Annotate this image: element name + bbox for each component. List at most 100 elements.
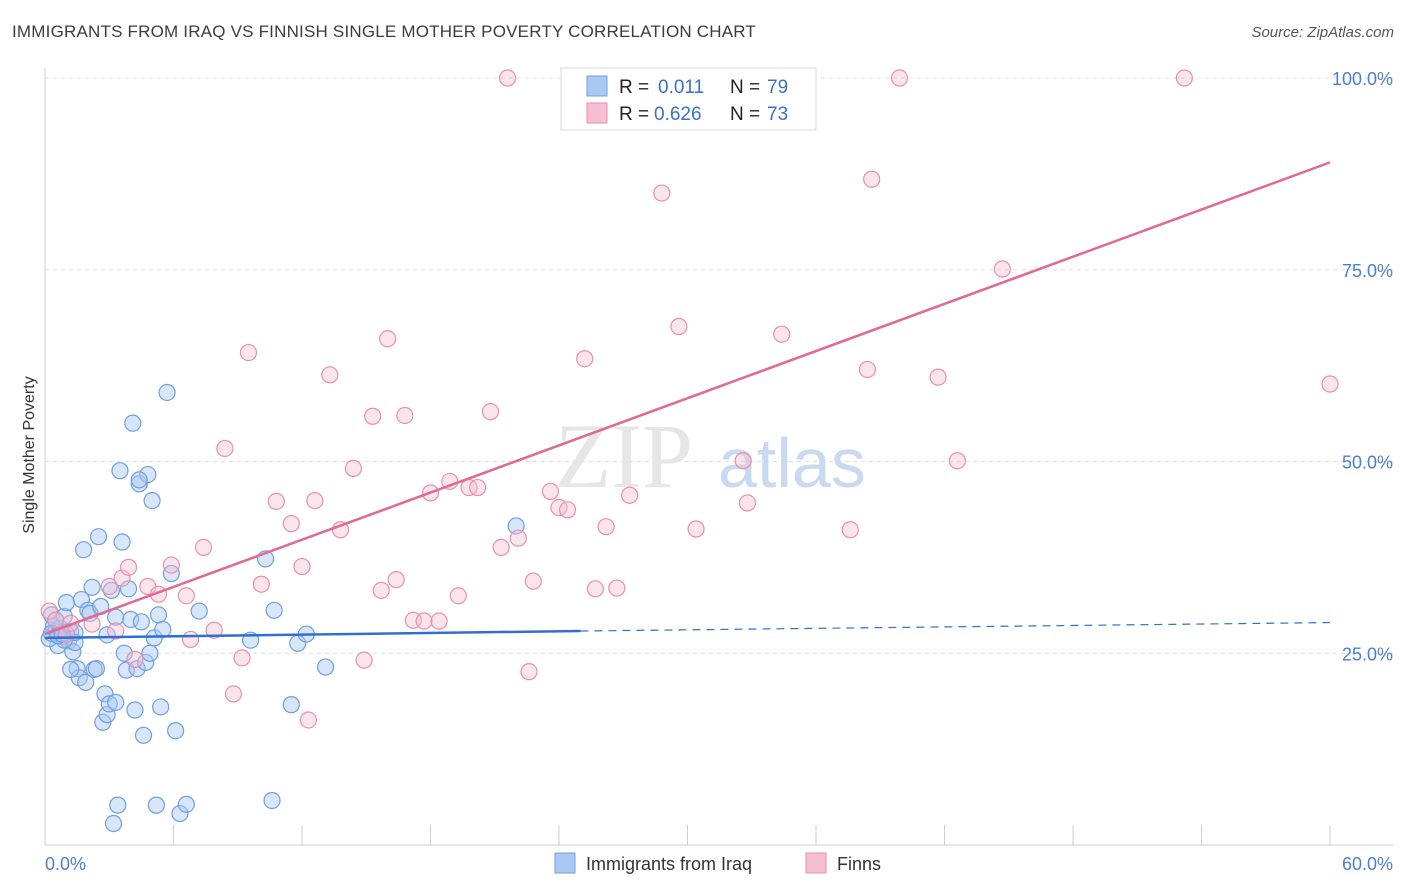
legend-swatch-finns: [586, 102, 608, 124]
data-point-finns: [469, 478, 487, 497]
data-point-finns: [608, 579, 626, 597]
data-point-iraq: [111, 462, 129, 480]
data-point-iraq: [282, 696, 300, 714]
data-point-finns: [205, 621, 223, 639]
data-point-finns: [1321, 375, 1339, 393]
trend-line-iraq: [44, 629, 581, 640]
data-point-iraq: [152, 698, 170, 716]
data-point-iraq: [98, 626, 116, 644]
data-point-iraq: [263, 791, 281, 810]
data-point-finns: [576, 350, 594, 368]
data-point-finns: [524, 572, 542, 590]
data-point-finns: [858, 360, 877, 379]
data-point-iraq: [119, 580, 138, 598]
data-point-finns: [396, 406, 414, 425]
data-point-iraq: [190, 602, 208, 620]
data-point-iraq: [87, 659, 106, 678]
data-point-iraq: [139, 465, 157, 484]
grid-lines: [45, 77, 1393, 654]
legend-n-label-iraq: N =: [730, 77, 760, 98]
bottom-legend-swatch-finns: [805, 852, 827, 874]
data-point-iraq: [74, 541, 93, 559]
data-point-iraq: [147, 796, 165, 814]
data-point-finns: [364, 407, 382, 425]
data-point-iraq: [171, 804, 189, 823]
bottom-legend-label-finns: Finns: [837, 854, 881, 874]
trend-line-iraq-extension: [580, 621, 1331, 632]
data-point-finns: [216, 439, 234, 458]
data-point-finns: [415, 612, 433, 630]
data-point-finns: [948, 452, 966, 470]
data-point-finns: [597, 518, 615, 536]
data-point-finns: [738, 494, 757, 512]
y-axis-label: Single Mother Poverty: [21, 376, 38, 533]
data-point-finns: [100, 577, 118, 596]
data-point-iraq: [143, 492, 161, 510]
data-point-finns: [177, 587, 195, 605]
data-point-finns: [449, 587, 467, 605]
source-label: Source: ZipAtlas.com: [1251, 24, 1394, 41]
x-tick-label: 60.0%: [1342, 854, 1393, 874]
data-point-iraq: [115, 644, 133, 662]
data-point-iraq: [177, 795, 195, 813]
data-point-finns: [541, 482, 560, 501]
data-point-finns: [1175, 69, 1193, 87]
data-point-finns: [558, 501, 577, 519]
data-point-iraq: [72, 590, 91, 609]
data-point-finns: [481, 403, 500, 421]
data-point-finns: [119, 558, 138, 576]
data-point-finns: [687, 520, 705, 538]
data-point-finns: [586, 580, 605, 598]
bottom-legend-label-iraq: Immigrants from Iraq: [586, 854, 752, 874]
data-point-iraq: [77, 673, 95, 691]
data-point-finns: [267, 492, 285, 510]
data-point-finns: [653, 184, 671, 202]
y-tick-labels: 25.0% 50.0% 75.0% 100.0%: [1332, 69, 1393, 664]
data-point-finns: [224, 685, 243, 703]
data-point-finns: [107, 622, 125, 640]
data-point-finns: [182, 630, 200, 649]
data-point-finns: [621, 486, 639, 504]
y-tick-label: 75.0%: [1342, 261, 1393, 281]
data-point-finns: [520, 663, 538, 681]
data-point-iraq: [122, 610, 140, 629]
legend-r-value-finns: 0.626: [654, 104, 702, 125]
x-tick-label: 0.0%: [45, 854, 86, 874]
axes: [44, 68, 1393, 846]
data-point-iraq: [141, 644, 159, 662]
data-point-iraq: [137, 653, 155, 672]
data-point-finns: [344, 459, 362, 478]
data-point-iraq: [104, 814, 123, 833]
data-point-finns: [252, 575, 270, 593]
data-point-finns: [282, 515, 300, 533]
data-point-finns: [40, 602, 58, 620]
data-point-iraq: [107, 693, 125, 711]
data-point-iraq: [158, 383, 176, 402]
series-finns-points: [40, 69, 1339, 729]
data-point-finns: [113, 569, 131, 587]
data-point-iraq: [89, 528, 108, 546]
legend-r-label-finns: R =: [619, 104, 649, 125]
legend-swatch-iraq: [586, 75, 608, 97]
data-point-finns: [890, 69, 909, 87]
legend-r-label-iraq: R =: [619, 77, 649, 98]
legend-box: R = 0.011 N = 79 R = 0.626 N = 73: [560, 67, 817, 131]
data-point-finns: [47, 611, 65, 629]
trend-lines: [44, 161, 1331, 640]
legend-n-value-iraq: 79: [767, 77, 788, 98]
data-point-iraq: [109, 796, 127, 814]
legend-n-value-finns: 73: [767, 104, 788, 125]
data-point-finns: [372, 581, 390, 599]
data-point-iraq: [167, 722, 185, 740]
data-point-finns: [239, 343, 258, 362]
data-point-finns: [430, 612, 448, 630]
data-point-finns: [509, 529, 527, 547]
data-point-iraq: [149, 606, 168, 624]
data-point-finns: [492, 538, 510, 557]
watermark: ZIP atlas: [555, 405, 866, 507]
data-point-finns: [734, 452, 752, 470]
data-point-iraq: [62, 660, 80, 678]
data-point-finns: [670, 317, 688, 336]
data-point-finns: [355, 651, 373, 669]
